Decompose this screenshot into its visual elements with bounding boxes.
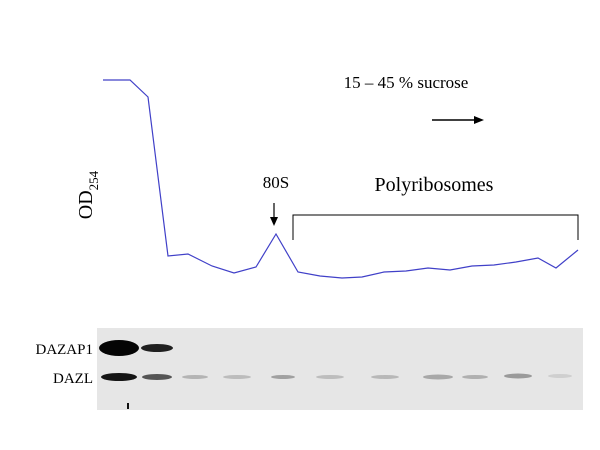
band <box>141 344 173 352</box>
band <box>548 374 572 378</box>
dazap1-bands <box>99 340 173 356</box>
dazl-bands <box>101 373 572 381</box>
peak-arrowhead <box>270 217 278 226</box>
od-subscript: 254 <box>86 170 101 190</box>
y-axis-label: OD254 <box>75 170 101 219</box>
blot-membrane <box>97 328 583 410</box>
band <box>99 340 139 356</box>
blot-row-label: DAZAP1 <box>35 342 93 358</box>
band <box>371 375 399 379</box>
absorbance-trace <box>103 79 579 279</box>
gradient-arrowhead <box>474 116 484 124</box>
band <box>504 373 532 379</box>
blot-artifact <box>127 403 129 409</box>
band <box>223 375 251 379</box>
band <box>101 373 137 381</box>
polysome-label: Polyribosomes <box>375 174 494 196</box>
band <box>142 374 172 380</box>
band <box>423 374 453 380</box>
band <box>271 375 295 379</box>
polysome-bracket <box>292 214 579 240</box>
gradient-label: 15 – 45 % sucrose <box>344 73 469 92</box>
band <box>462 375 488 379</box>
od-label: OD <box>75 190 97 219</box>
blot-row-label: DAZL <box>53 371 93 387</box>
peak-label: 80S <box>263 173 289 192</box>
band <box>316 375 344 379</box>
band <box>182 375 208 379</box>
